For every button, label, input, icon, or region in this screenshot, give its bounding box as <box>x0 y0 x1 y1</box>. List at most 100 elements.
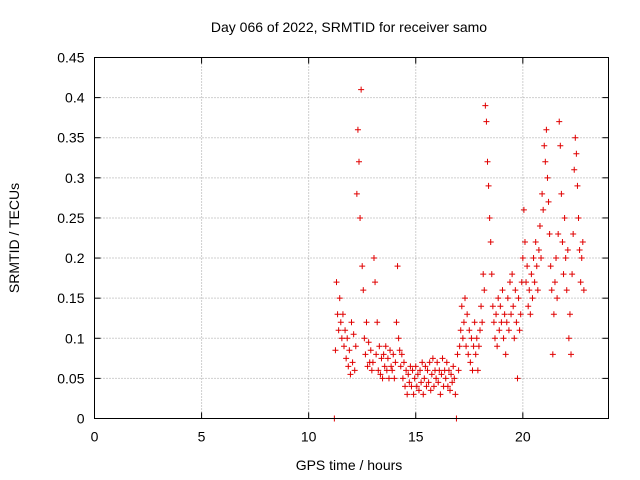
data-point <box>339 311 346 318</box>
data-point <box>399 375 406 382</box>
data-point <box>378 355 385 362</box>
data-point <box>355 158 362 165</box>
data-point <box>477 327 483 334</box>
data-point <box>534 287 541 294</box>
data-point <box>525 303 532 310</box>
data-point <box>549 351 556 358</box>
data-point <box>435 379 442 386</box>
data-point <box>514 375 521 382</box>
data-point <box>443 359 450 366</box>
data-point <box>473 335 480 342</box>
data-point <box>483 118 490 125</box>
data-point <box>478 303 485 310</box>
data-point <box>505 327 512 334</box>
data-point <box>454 351 461 358</box>
data-point <box>556 118 563 125</box>
data-point <box>487 239 494 246</box>
data-point <box>496 327 503 334</box>
data-point <box>428 371 435 378</box>
data-point <box>472 351 479 358</box>
data-point <box>502 351 509 358</box>
data-point <box>397 363 404 370</box>
data-point <box>338 335 345 342</box>
data-point <box>535 247 542 254</box>
data-point <box>333 279 340 286</box>
data-point <box>510 303 517 310</box>
data-point <box>528 271 535 278</box>
data-point <box>358 86 365 93</box>
data-point <box>407 363 414 370</box>
data-point <box>405 371 412 378</box>
x-tick-label: 0 <box>91 429 99 445</box>
data-point <box>539 190 546 197</box>
data-point <box>504 295 511 302</box>
data-point <box>530 255 537 262</box>
data-point <box>547 263 554 270</box>
data-point <box>565 335 572 342</box>
data-point <box>442 375 449 382</box>
x-axis-ticks: 0 5 10 15 20 <box>91 57 531 445</box>
data-point <box>373 351 380 358</box>
data-point <box>369 359 376 366</box>
grid-lines <box>94 57 609 419</box>
data-point <box>419 359 426 366</box>
data-point <box>337 319 344 326</box>
data-point <box>566 311 573 318</box>
data-point <box>415 387 422 394</box>
data-point <box>542 158 549 165</box>
data-point <box>346 347 353 354</box>
y-tick-label: 0.35 <box>57 130 84 146</box>
x-tick-label: 5 <box>198 429 206 445</box>
data-point <box>390 351 397 358</box>
data-point <box>493 311 500 318</box>
data-point <box>523 279 530 286</box>
y-tick-label: 0.4 <box>65 90 85 106</box>
data-point <box>570 230 577 237</box>
data-point <box>414 371 421 378</box>
data-point <box>402 383 409 390</box>
data-point <box>363 319 370 326</box>
data-point <box>429 355 436 362</box>
data-point <box>551 279 558 286</box>
data-point <box>531 279 538 286</box>
data-point <box>413 383 420 390</box>
data-point <box>529 295 536 302</box>
data-point <box>533 263 540 270</box>
data-point <box>400 359 407 366</box>
data-point <box>395 335 402 342</box>
data-point <box>520 206 527 213</box>
data-point <box>568 351 575 358</box>
data-point <box>498 319 505 326</box>
data-point <box>426 359 433 366</box>
data-point <box>553 255 560 262</box>
data-point <box>509 271 516 278</box>
data-point <box>511 335 518 342</box>
data-point <box>532 239 539 246</box>
data-point <box>403 367 410 374</box>
data-point <box>421 375 428 382</box>
data-point <box>392 359 399 366</box>
data-point <box>376 343 383 350</box>
data-point <box>513 319 520 326</box>
y-tick-label: 0.3 <box>65 170 85 186</box>
data-point <box>368 367 375 374</box>
data-point <box>545 198 552 205</box>
data-point <box>555 230 562 237</box>
data-point <box>462 295 469 302</box>
data-point <box>460 319 467 326</box>
data-point <box>500 335 507 342</box>
data-point <box>410 391 417 398</box>
data-point <box>364 363 371 370</box>
data-point <box>350 331 357 338</box>
data-point <box>457 327 464 334</box>
data-point <box>389 367 396 374</box>
data-point <box>391 375 398 382</box>
data-point <box>458 303 465 310</box>
data-point <box>437 391 444 398</box>
data-point <box>359 263 366 270</box>
data-point <box>447 387 454 394</box>
data-point <box>424 367 431 374</box>
data-point <box>499 287 506 294</box>
data-point <box>422 363 429 370</box>
data-point <box>501 311 508 318</box>
